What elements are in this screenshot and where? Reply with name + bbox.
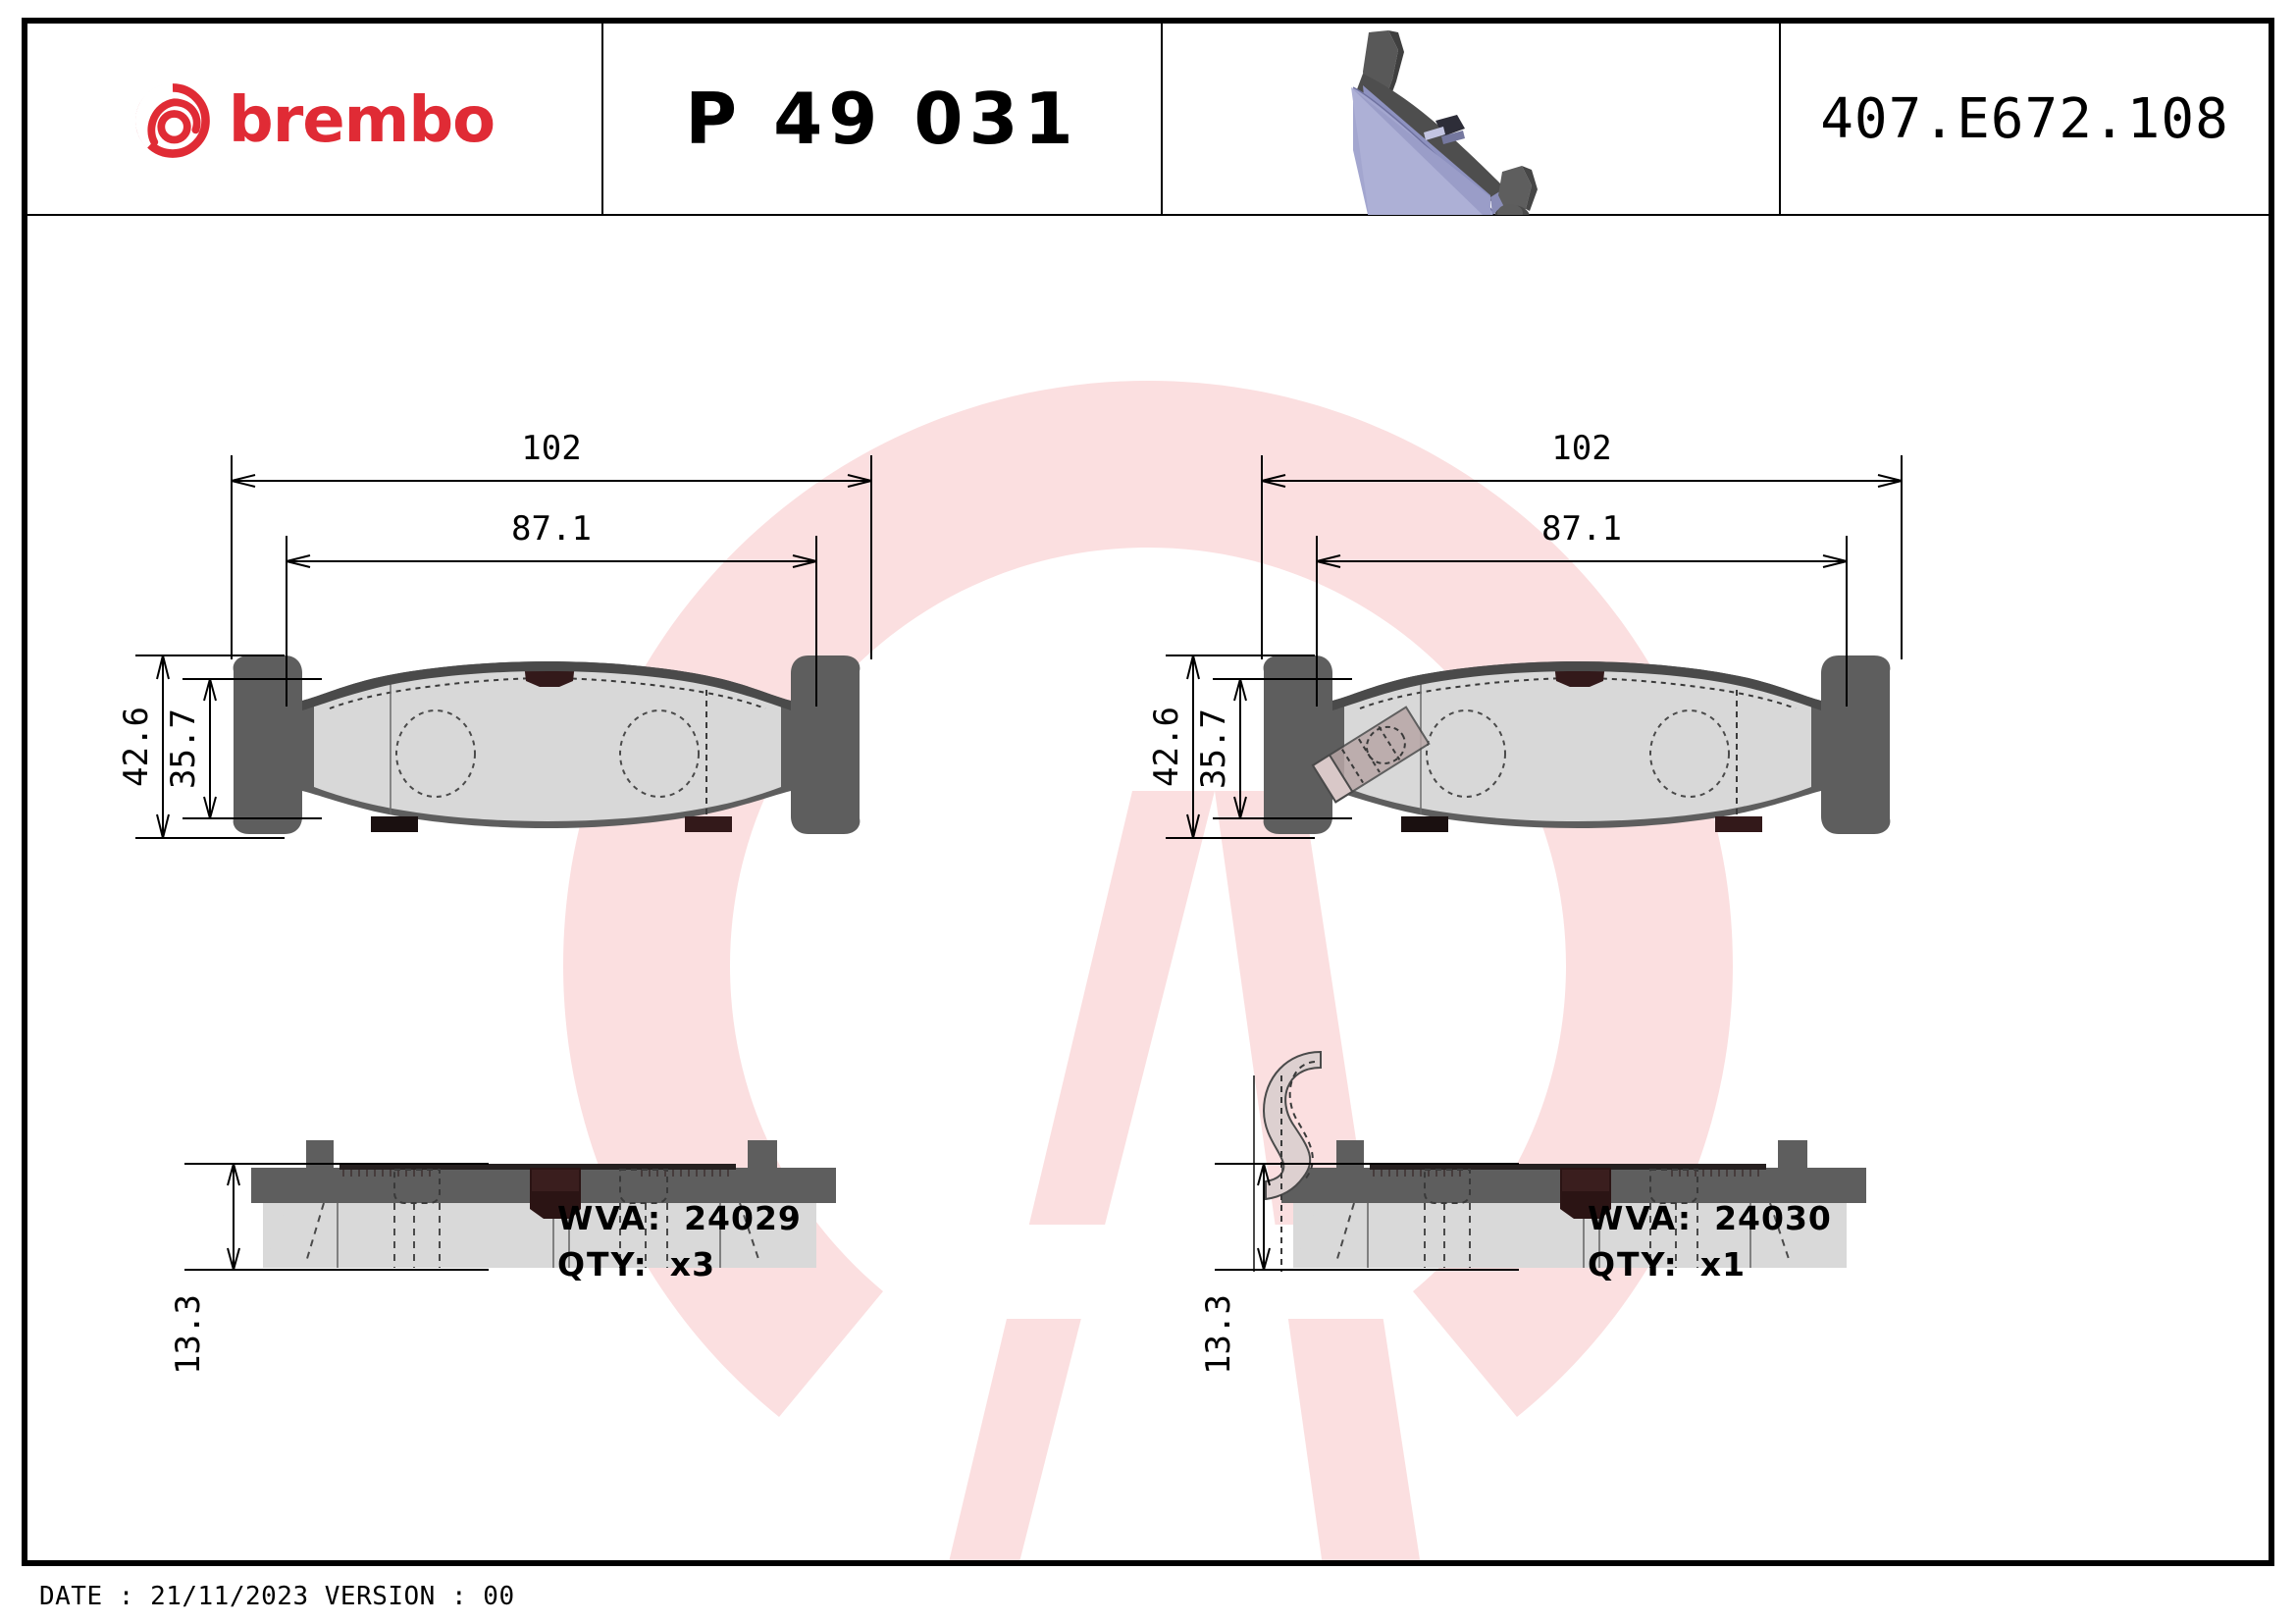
brembo-wordmark: brembo — [228, 84, 496, 157]
reference-code-cell: 407.E672.108 — [1779, 24, 2269, 214]
dim-left-width-871 — [286, 536, 817, 707]
drawing-canvas: 102 87.1 42.6 — [27, 216, 2269, 1560]
dim-left-height-357 — [183, 678, 322, 819]
wva-value-right: 24030 — [1714, 1199, 1832, 1237]
dim-left-height-426 — [135, 655, 285, 839]
qty-value-right: x1 — [1699, 1244, 1747, 1283]
part-code-cell: P 49 031 — [601, 24, 1161, 214]
dim-label-height-426: 42.6 — [117, 707, 156, 787]
reference-code: 407.E672.108 — [1820, 86, 2229, 151]
brembo-logo: brembo — [134, 82, 496, 159]
pad-right-caption: WVA: 24030 QTY: x1 — [1588, 1196, 1832, 1288]
pad-left-caption: WVA: 24029 QTY: x3 — [557, 1196, 802, 1288]
dim-label-width-871: 87.1 — [511, 509, 592, 549]
title-block-header: brembo P 49 031 — [27, 24, 2269, 216]
wear-sensor-clip — [1311, 706, 1431, 804]
dim-left-thickness-133 — [184, 1163, 489, 1271]
dim-right-height-426 — [1166, 655, 1315, 839]
drawing-sheet: brembo P 49 031 — [22, 18, 2274, 1566]
dim-label-height-357-right: 35.7 — [1194, 708, 1233, 789]
dim-label-width-102: 102 — [521, 429, 581, 468]
part-code: P 49 031 — [685, 78, 1079, 160]
brake-pad-3d-render — [1351, 30, 1538, 215]
brembo-b-watermark — [563, 381, 1733, 1560]
qty-label-left: QTY: — [557, 1244, 649, 1283]
brembo-spiral-icon — [134, 82, 210, 158]
dim-right-width-871 — [1316, 536, 1848, 707]
pad-left-group: 102 87.1 42.6 — [117, 429, 872, 1375]
wva-value-left: 24029 — [684, 1199, 802, 1237]
wva-label-right: WVA: — [1588, 1199, 1694, 1237]
pad-right-group: 102 87.1 42.6 — [1147, 429, 1903, 1375]
dim-label-height-357: 35.7 — [164, 708, 203, 789]
qty-label-right: QTY: — [1588, 1244, 1679, 1283]
dim-right-width-102 — [1261, 455, 1903, 659]
dim-label-width-871-right: 87.1 — [1541, 509, 1622, 549]
dim-label-height-426-right: 42.6 — [1147, 707, 1186, 787]
footer-date-version: DATE : 21/11/2023 VERSION : 00 — [39, 1582, 515, 1611]
qty-line-right: QTY: x1 — [1588, 1242, 1832, 1288]
qty-line-left: QTY: x3 — [557, 1242, 802, 1288]
wva-line-right: WVA: 24030 — [1588, 1196, 1832, 1242]
dim-label-width-102-right: 102 — [1551, 429, 1611, 468]
product-image-cell — [1161, 24, 1779, 215]
wva-line-left: WVA: 24029 — [557, 1196, 802, 1242]
dim-right-height-357 — [1213, 678, 1352, 819]
dim-left-width-102 — [231, 455, 872, 659]
dim-label-thickness-133-right: 13.3 — [1199, 1294, 1238, 1375]
wva-label-left: WVA: — [557, 1199, 663, 1237]
technical-drawing: 102 87.1 42.6 — [117, 381, 1903, 1560]
brand-cell: brembo — [27, 24, 601, 214]
dim-right-thickness-133 — [1215, 1163, 1519, 1271]
dim-label-thickness-133: 13.3 — [169, 1294, 208, 1375]
qty-value-left: x3 — [669, 1244, 716, 1283]
